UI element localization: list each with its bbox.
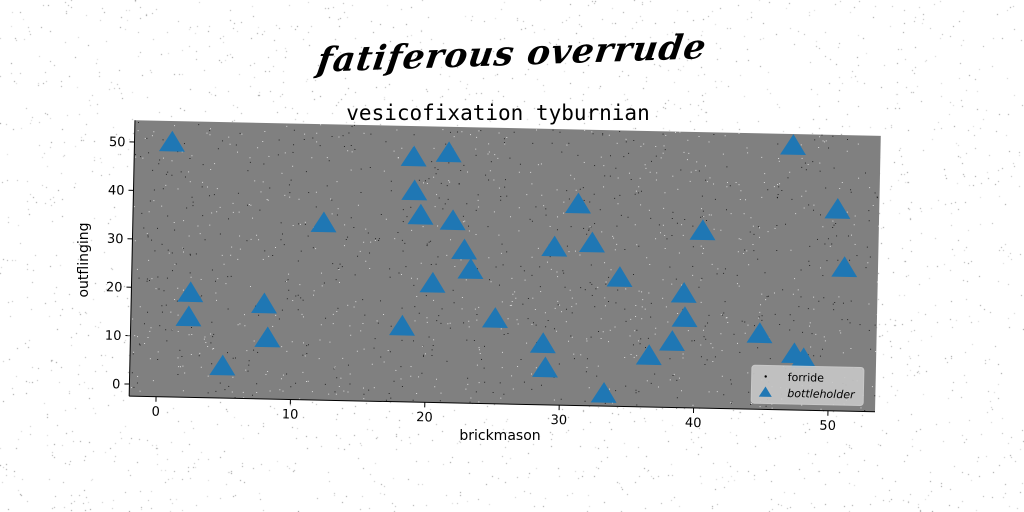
data-point-triangle — [824, 198, 851, 219]
legend: forride bottleholder — [750, 364, 865, 406]
data-point-triangle — [541, 235, 568, 257]
data-point-triangle — [670, 281, 697, 303]
data-point-triangle — [635, 344, 662, 366]
y-tick-label: 10 — [105, 329, 122, 344]
data-point-triangle — [310, 211, 337, 233]
data-point-triangle — [251, 292, 277, 314]
data-point-triangle — [177, 281, 204, 303]
x-tick-label: 10 — [282, 407, 299, 422]
y-tick-label: 20 — [106, 280, 123, 295]
x-axis-line — [129, 395, 876, 413]
data-point-triangle — [451, 238, 478, 260]
data-point-triangle — [532, 356, 558, 378]
plot-background — [129, 120, 881, 412]
data-point-triangle — [407, 203, 434, 225]
data-point-triangle — [439, 209, 466, 231]
data-point-triangle — [565, 192, 591, 214]
plot-noise-dots — [130, 121, 880, 412]
data-point-triangle — [671, 306, 698, 328]
data-point-triangle — [209, 354, 236, 376]
legend-marker-dot — [764, 375, 767, 378]
data-point-triangle — [590, 381, 617, 403]
data-point-triangle — [457, 258, 484, 280]
data-point-triangle — [158, 130, 185, 152]
chart-title: vesicofixation tyburnian — [346, 101, 649, 125]
data-point-triangle — [831, 256, 858, 278]
data-point-triangle — [689, 219, 716, 241]
y-axis-line — [128, 120, 136, 397]
data-point-triangle — [419, 271, 446, 293]
data-point-triangle — [606, 266, 633, 287]
legend-label: bottleholder — [787, 387, 856, 401]
y-axis-label: outflinging — [76, 222, 92, 297]
y-tick-label: 0 — [112, 377, 121, 392]
marker-layer — [158, 130, 858, 403]
legend-label: forride — [788, 371, 825, 385]
data-point-triangle — [254, 326, 281, 348]
data-point-triangle — [579, 231, 605, 253]
plot-area: 0 10 20 30 40 50 0 10 20 30 40 50 forride bottlehold… — [105, 120, 881, 434]
y-tick-label: 50 — [109, 135, 126, 150]
data-point-triangle — [529, 332, 556, 354]
data-point-triangle — [435, 141, 462, 163]
data-point-triangle — [658, 330, 685, 352]
data-point-triangle — [746, 322, 773, 344]
data-point-triangle — [481, 307, 508, 328]
legend-box — [750, 364, 865, 406]
data-point-triangle — [790, 347, 817, 369]
data-point-triangle — [389, 314, 415, 336]
x-tick-label: 30 — [550, 413, 567, 428]
data-point-triangle — [780, 134, 806, 156]
x-tick-label: 50 — [819, 419, 836, 434]
y-tick-label: 30 — [107, 232, 124, 247]
legend-marker-triangle — [758, 386, 772, 397]
data-point-triangle — [401, 179, 428, 201]
x-tick-label: 20 — [416, 410, 433, 425]
x-tick-label: 0 — [151, 405, 160, 420]
x-axis-label: brickmason — [459, 428, 540, 444]
axes: 0 10 20 30 40 50 0 10 20 30 40 50 — [105, 120, 876, 434]
y-tick-label: 40 — [108, 183, 125, 198]
x-tick-label: 40 — [685, 416, 702, 431]
data-point-triangle — [400, 145, 427, 167]
data-point-triangle — [175, 305, 202, 327]
